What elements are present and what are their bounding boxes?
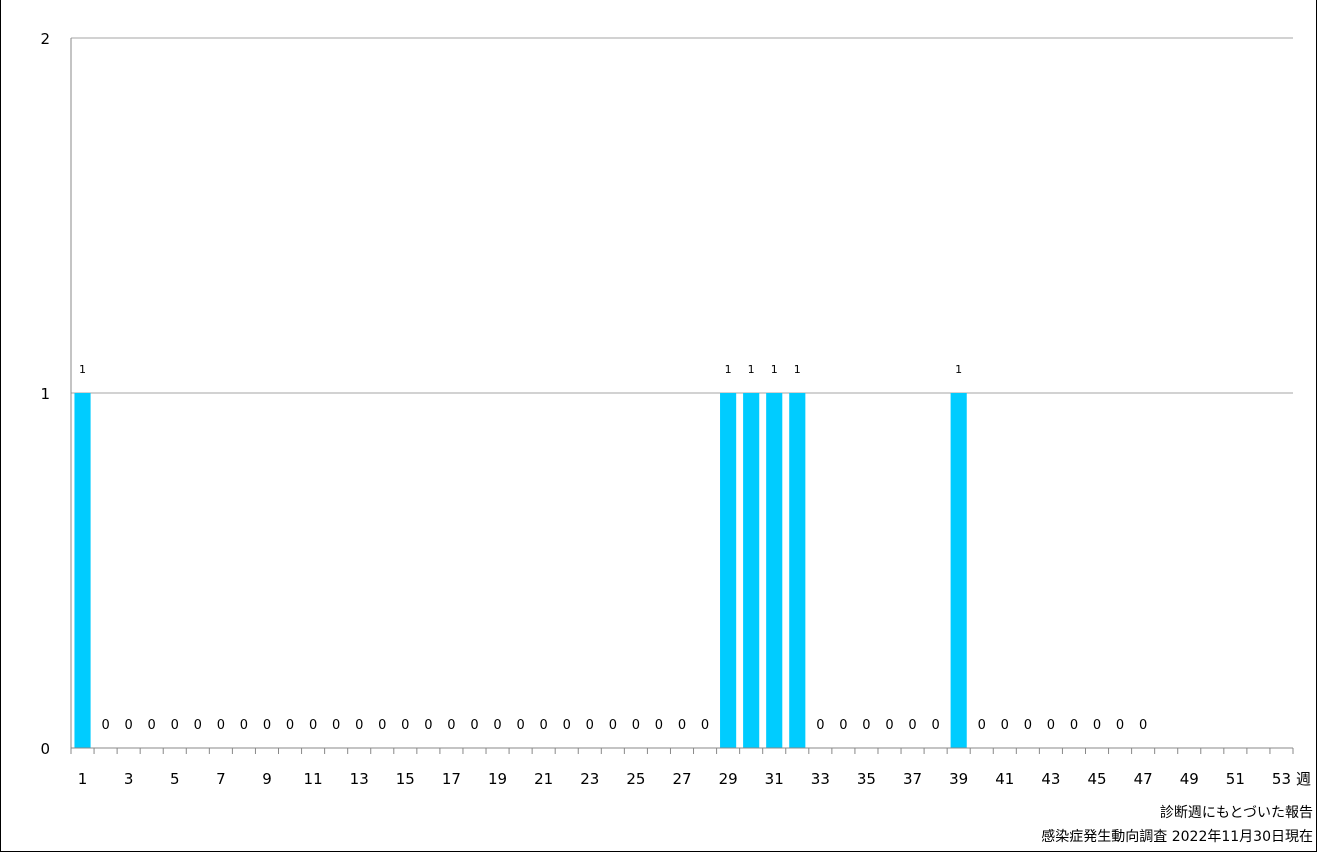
x-tick-label: 49 xyxy=(1180,770,1199,788)
data-label: 0 xyxy=(309,718,317,733)
data-label: 0 xyxy=(632,718,640,733)
data-label: 0 xyxy=(586,718,594,733)
data-label: 0 xyxy=(424,718,432,733)
x-tick-label: 27 xyxy=(672,770,691,788)
x-tick-label: 15 xyxy=(396,770,415,788)
x-tick-label: 51 xyxy=(1226,770,1245,788)
bars xyxy=(74,393,967,748)
data-label: 1 xyxy=(794,363,801,376)
data-label: 0 xyxy=(678,718,686,733)
data-label: 1 xyxy=(748,363,755,376)
y-tick-label: 0 xyxy=(40,740,50,758)
x-tick-label: 37 xyxy=(903,770,922,788)
data-label: 0 xyxy=(101,718,109,733)
x-unit-label: 週 xyxy=(1296,770,1311,788)
x-tick-label: 7 xyxy=(216,770,226,788)
data-label: 0 xyxy=(125,718,133,733)
data-label: 0 xyxy=(493,718,501,733)
data-label: 1 xyxy=(771,363,778,376)
bar xyxy=(720,393,737,748)
data-labels: 10 0 0 0 0 0 0 0 0 0 0 0 0 0 0 0 0 0 0 0 0 0 0 0 0 0 01 1 1 10 0 0 0 0 010… xyxy=(79,363,1147,733)
data-label: 0 xyxy=(563,718,571,733)
x-tick-label: 33 xyxy=(811,770,830,788)
data-label: 0 xyxy=(171,718,179,733)
data-label: 0 xyxy=(816,718,824,733)
gridlines xyxy=(71,37,1293,394)
x-tick-label: 5 xyxy=(170,770,180,788)
x-tick-label: 25 xyxy=(626,770,645,788)
data-label: 0 xyxy=(240,718,248,733)
x-tick-label: 43 xyxy=(1041,770,1060,788)
data-label: 0 xyxy=(1047,718,1055,733)
x-tick-label: 19 xyxy=(488,770,507,788)
data-label: 0 xyxy=(885,718,893,733)
data-label: 0 xyxy=(701,718,709,733)
y-tick-label: 1 xyxy=(40,385,50,403)
data-label: 0 xyxy=(217,718,225,733)
x-tick-label: 53 xyxy=(1272,770,1291,788)
footnote-source: 感染症発生動向調査 2022年11月30日現在 xyxy=(1041,829,1313,845)
data-label: 1 xyxy=(955,363,962,376)
bar xyxy=(789,393,806,748)
footnote-basis: 診断週にもとづいた報告 xyxy=(1159,805,1313,821)
data-label: 1 xyxy=(79,363,86,376)
x-tick-label: 35 xyxy=(857,770,876,788)
data-label: 0 xyxy=(908,718,916,733)
data-label: 0 xyxy=(1070,718,1078,733)
x-tick-label: 47 xyxy=(1134,770,1153,788)
x-tick-label: 45 xyxy=(1087,770,1106,788)
data-label: 0 xyxy=(1024,718,1032,733)
data-label: 0 xyxy=(655,718,663,733)
data-label: 0 xyxy=(978,718,986,733)
data-label: 0 xyxy=(839,718,847,733)
bar xyxy=(766,393,783,748)
data-label: 0 xyxy=(540,718,548,733)
data-label: 0 xyxy=(470,718,478,733)
data-label: 0 xyxy=(401,718,409,733)
data-label: 0 xyxy=(609,718,617,733)
y-tick-label: 2 xyxy=(40,30,50,48)
x-tick-label: 9 xyxy=(262,770,272,788)
x-tick-label: 31 xyxy=(765,770,784,788)
data-label: 0 xyxy=(194,718,202,733)
data-label: 0 xyxy=(1093,718,1101,733)
data-label: 0 xyxy=(332,718,340,733)
data-label: 0 xyxy=(263,718,271,733)
data-label: 1 xyxy=(725,363,732,376)
data-label: 0 xyxy=(447,718,455,733)
bar xyxy=(743,393,760,748)
x-tick-label: 29 xyxy=(719,770,738,788)
data-label: 0 xyxy=(1116,718,1124,733)
data-label: 0 xyxy=(378,718,386,733)
x-tick-label: 3 xyxy=(124,770,134,788)
x-tick-label: 39 xyxy=(949,770,968,788)
bar xyxy=(74,393,91,748)
data-label: 0 xyxy=(516,718,524,733)
bar xyxy=(950,393,967,748)
x-tick-label: 21 xyxy=(534,770,553,788)
x-tick-label: 11 xyxy=(304,770,323,788)
x-tick-label: 1 xyxy=(78,770,88,788)
data-label: 0 xyxy=(286,718,294,733)
data-label: 0 xyxy=(862,718,870,733)
data-label: 0 xyxy=(931,718,939,733)
data-label: 0 xyxy=(148,718,156,733)
data-label: 0 xyxy=(1139,718,1147,733)
x-tick-label: 13 xyxy=(350,770,369,788)
x-tick-label: 17 xyxy=(442,770,461,788)
x-tick-label: 41 xyxy=(995,770,1014,788)
data-label: 0 xyxy=(355,718,363,733)
x-tick-label: 23 xyxy=(580,770,599,788)
data-label: 0 xyxy=(1001,718,1009,733)
